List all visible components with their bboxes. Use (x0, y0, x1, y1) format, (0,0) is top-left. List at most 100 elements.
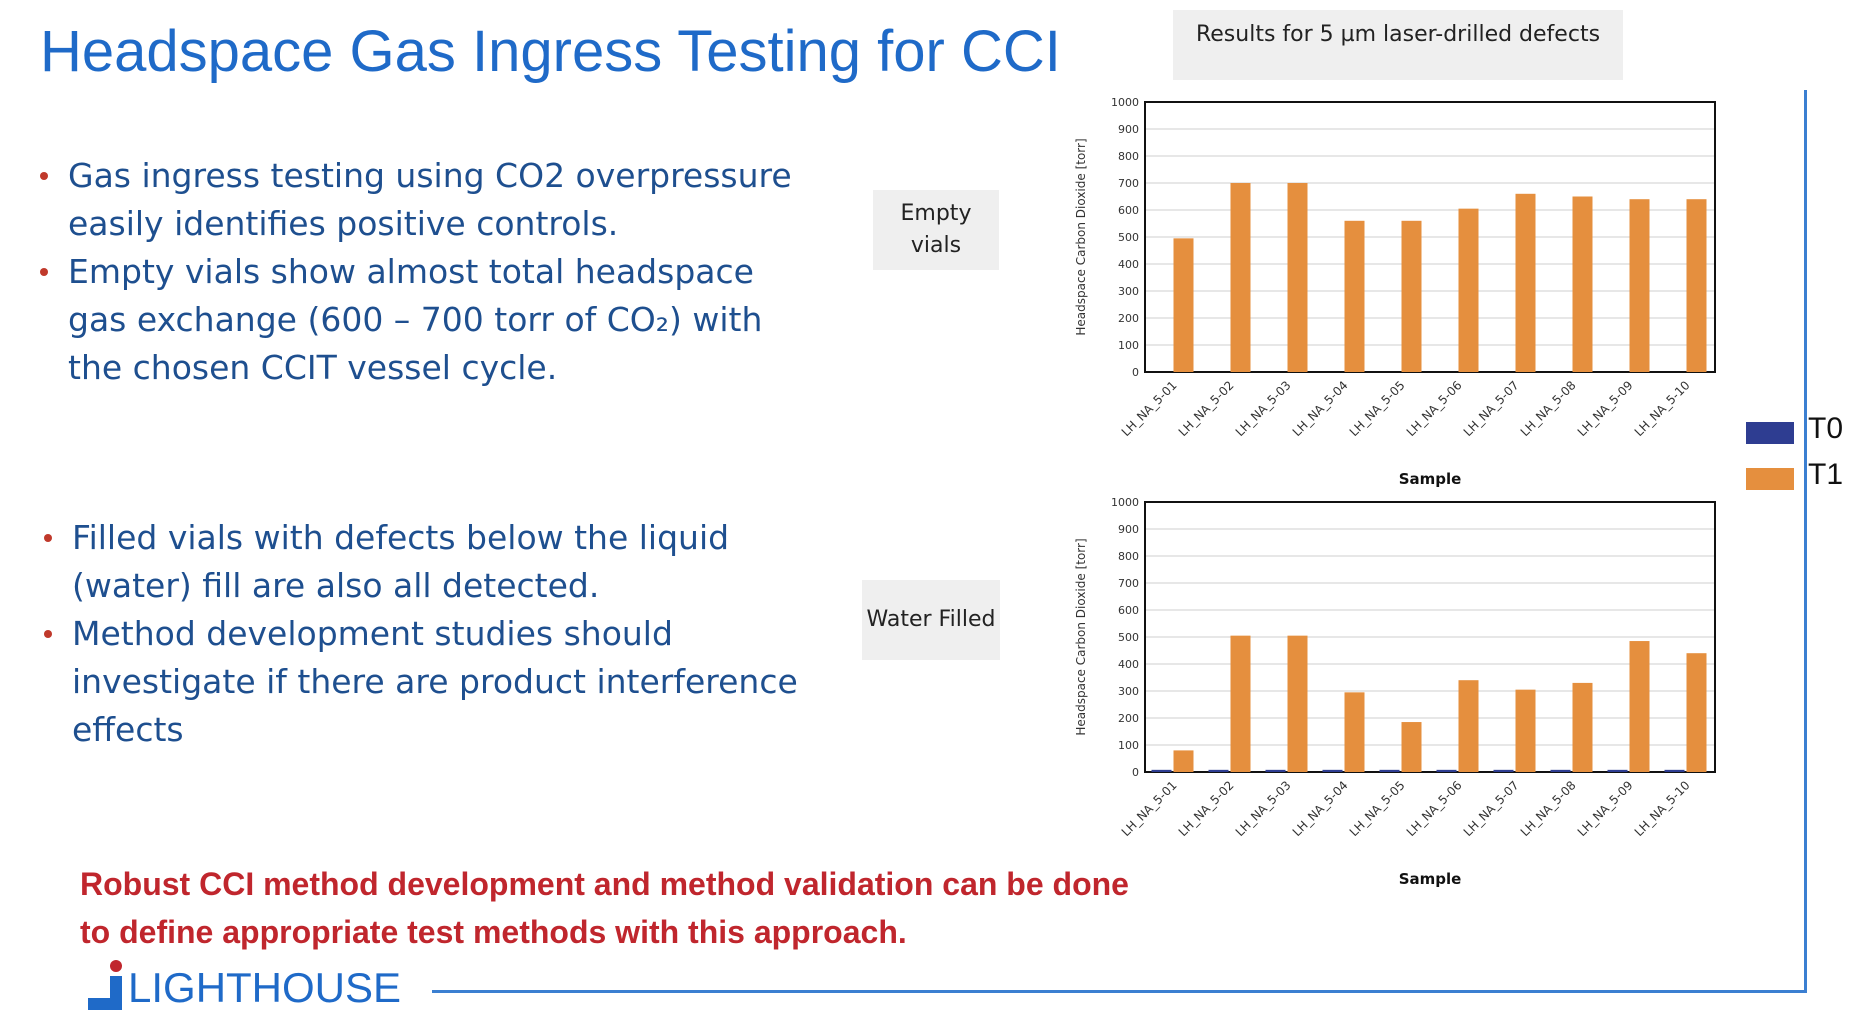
x-tick-label: LH_NA_5-01 (1119, 378, 1180, 439)
x-tick-label: LH_NA_5-07 (1461, 778, 1522, 839)
bar-t1-LH_NA_5-01 (1173, 238, 1194, 372)
y-tick-label: 600 (1118, 604, 1139, 617)
bar-t1-LH_NA_5-04 (1344, 692, 1365, 772)
bar-t0-LH_NA_5-02 (1208, 769, 1229, 772)
y-tick-label: 200 (1118, 712, 1139, 725)
bar-t1-LH_NA_5-04 (1344, 220, 1365, 372)
x-tick-label: LH_NA_5-09 (1575, 778, 1636, 839)
y-tick-label: 700 (1118, 177, 1139, 190)
bar-t0-LH_NA_5-07 (1493, 769, 1514, 772)
legend-item-t0: T0 (1746, 410, 1856, 456)
lighthouse-logo: LIGHTHOUSE (86, 958, 446, 1018)
bar-t0-LH_NA_5-05 (1379, 769, 1400, 772)
x-tick-label: LH_NA_5-07 (1461, 378, 1522, 439)
bullet-list-top: Gas ingress testing using CO2 overpressu… (40, 152, 820, 392)
y-tick-label: 1000 (1111, 496, 1139, 509)
y-tick-label: 800 (1118, 550, 1139, 563)
x-tick-label: LH_NA_5-06 (1404, 778, 1465, 839)
y-tick-label: 0 (1132, 366, 1139, 379)
bar-t1-LH_NA_5-10 (1686, 653, 1707, 772)
bar-t1-LH_NA_5-03 (1287, 183, 1308, 372)
chart-empty-vials: 0 100 200 300 400 500 600 700 800 900 1000 LH_NA_5-… (1074, 96, 1716, 488)
page-title: Headspace Gas Ingress Testing for CCI (40, 19, 1061, 84)
x-tick-label: LH_NA_5-01 (1119, 778, 1180, 839)
x-tick-label: LH_NA_5-08 (1518, 778, 1579, 839)
legend-label-t0: T0 (1808, 412, 1844, 445)
bar-t0-LH_NA_5-10 (1664, 769, 1685, 772)
x-tick-label: LH_NA_5-03 (1233, 378, 1294, 439)
x-tick-label: LH_NA_5-05 (1347, 778, 1408, 839)
x-tick-label: LH_NA_5-09 (1575, 378, 1636, 439)
legend-swatch-t1 (1746, 468, 1794, 490)
y-tick-label: 300 (1118, 685, 1139, 698)
y-tick-label: 100 (1118, 739, 1139, 752)
bar-t1-LH_NA_5-03 (1287, 635, 1308, 772)
bar-t1-LH_NA_5-10 (1686, 199, 1707, 372)
bar-t0-LH_NA_5-09 (1607, 769, 1628, 772)
bar-t0-LH_NA_5-04 (1322, 769, 1343, 772)
y-tick-label: 500 (1118, 231, 1139, 244)
bar-t0-LH_NA_5-08 (1550, 769, 1571, 772)
bullet-item: Empty vials show almost total headspace … (40, 248, 820, 392)
lighthouse-logo-text: LIGHTHOUSE (128, 964, 402, 1011)
x-tick-label: LH_NA_5-05 (1347, 378, 1408, 439)
y-tick-label: 900 (1118, 523, 1139, 536)
frame-line-bottom (432, 990, 1807, 993)
x-axis-label: Sample (1399, 470, 1462, 488)
y-tick-label: 600 (1118, 204, 1139, 217)
conclusion-text: Robust CCI method development and method… (80, 860, 1129, 956)
bullet-list-bottom: Filled vials with defects below the liqu… (44, 514, 804, 754)
bar-t1-LH_NA_5-06 (1458, 680, 1479, 772)
bar-t1-LH_NA_5-02 (1230, 183, 1251, 372)
legend-swatch-t0 (1746, 422, 1794, 444)
bar-t1-LH_NA_5-05 (1401, 220, 1422, 372)
y-tick-label: 400 (1118, 658, 1139, 671)
legend-label-t1: T1 (1808, 458, 1844, 491)
empty-vials-tag: Empty vials (873, 190, 999, 270)
x-tick-label: LH_NA_5-08 (1518, 378, 1579, 439)
plot-frame (1144, 101, 1716, 373)
y-tick-label: 200 (1118, 312, 1139, 325)
bar-t0-LH_NA_5-06 (1436, 769, 1457, 772)
x-tick-label: LH_NA_5-03 (1233, 778, 1294, 839)
y-tick-label: 300 (1118, 285, 1139, 298)
bar-t0-LH_NA_5-01 (1151, 769, 1172, 772)
x-tick-label: LH_NA_5-02 (1176, 378, 1237, 439)
bar-t1-LH_NA_5-08 (1572, 682, 1593, 772)
y-axis-label: Headspace Carbon Dioxide [torr] (1074, 138, 1088, 335)
bar-t1-LH_NA_5-07 (1515, 193, 1536, 372)
water-filled-tag: Water Filled (862, 580, 1000, 660)
y-tick-label: 100 (1118, 339, 1139, 352)
lighthouse-logo-icon (88, 960, 122, 1010)
bar-t0-LH_NA_5-03 (1265, 769, 1286, 772)
y-tick-label: 800 (1118, 150, 1139, 163)
conclusion-line-2: to define appropriate test methods with … (80, 914, 907, 950)
x-tick-label: LH_NA_5-04 (1290, 778, 1351, 839)
y-tick-label: 0 (1132, 766, 1139, 779)
bar-t1-LH_NA_5-08 (1572, 196, 1593, 372)
bullet-item: Method development studies should invest… (44, 610, 804, 754)
frame-line-right (1804, 90, 1807, 992)
bar-t1-LH_NA_5-09 (1629, 199, 1650, 372)
bar-t1-LH_NA_5-07 (1515, 689, 1536, 772)
plot-frame (1144, 501, 1716, 773)
y-tick-label: 900 (1118, 123, 1139, 136)
bar-t1-LH_NA_5-06 (1458, 208, 1479, 372)
conclusion-line-1: Robust CCI method development and method… (80, 866, 1129, 902)
y-tick-label: 1000 (1111, 96, 1139, 109)
y-tick-label: 500 (1118, 631, 1139, 644)
y-tick-label: 700 (1118, 577, 1139, 590)
bar-t1-LH_NA_5-09 (1629, 641, 1650, 772)
y-axis-label: Headspace Carbon Dioxide [torr] (1074, 538, 1088, 735)
bar-t1-LH_NA_5-02 (1230, 635, 1251, 772)
legend-item-t1: T1 (1746, 456, 1856, 502)
y-tick-label: 400 (1118, 258, 1139, 271)
bar-t1-LH_NA_5-01 (1173, 750, 1194, 772)
chart-water-filled: 0 100 200 300 400 500 600 700 800 900 1000 LH_NA_5-… (1074, 496, 1716, 888)
x-axis-label: Sample (1399, 870, 1462, 888)
bullet-item: Filled vials with defects below the liqu… (44, 514, 804, 610)
x-tick-label: LH_NA_5-02 (1176, 778, 1237, 839)
legend: T0 T1 (1746, 410, 1856, 502)
bar-t1-LH_NA_5-05 (1401, 722, 1422, 772)
x-tick-label: LH_NA_5-10 (1632, 778, 1693, 839)
